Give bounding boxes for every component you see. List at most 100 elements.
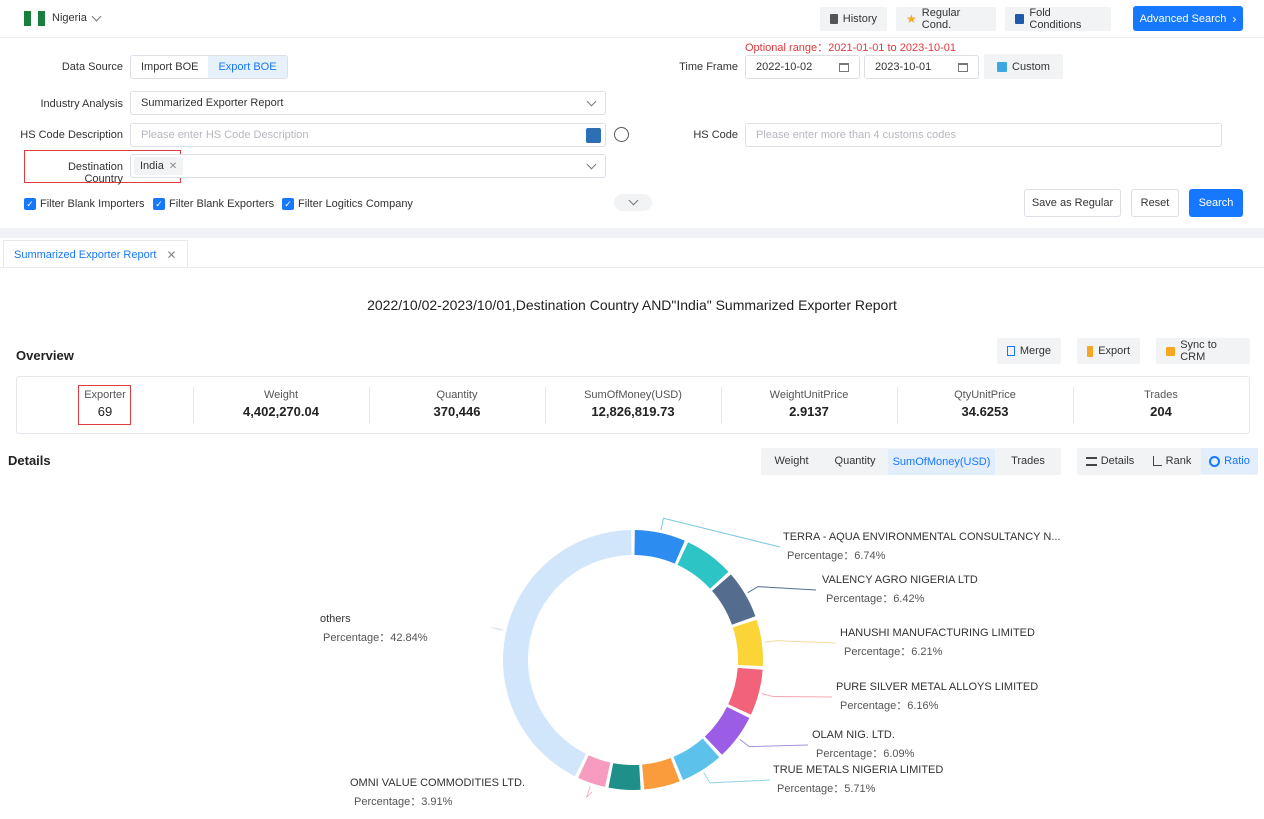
filter-blank-importers-checkbox[interactable]: ✓ Filter Blank Importers [24, 198, 145, 210]
divider [1073, 387, 1074, 423]
merge-icon [1007, 346, 1015, 356]
translate-icon[interactable] [586, 127, 601, 143]
expand-toggle[interactable] [614, 194, 652, 211]
donut-slice[interactable] [704, 706, 750, 755]
slice-label: TRUE METALS NIGERIA LIMITED [773, 764, 943, 776]
hs-lookup-icon[interactable] [614, 127, 629, 142]
date-to-input[interactable]: 2023-10-01 [864, 55, 979, 79]
reset-button[interactable]: Reset [1131, 189, 1179, 217]
donut-slice[interactable] [728, 667, 763, 715]
filter-blank-exporters-checkbox[interactable]: ✓ Filter Blank Exporters [153, 198, 274, 210]
hs-code-description-input[interactable]: Please enter HS Code Description [130, 123, 606, 147]
donut-slice[interactable] [608, 763, 641, 791]
export-boe-option[interactable]: Export BOE [208, 56, 287, 78]
checkbox-check-icon: ✓ [24, 198, 36, 210]
donut-slice[interactable] [732, 619, 763, 667]
merge-button[interactable]: Merge [997, 338, 1061, 364]
divider [897, 387, 898, 423]
slice-percentage: Percentage：42.84% [323, 632, 428, 644]
table-icon [1085, 456, 1097, 466]
star-icon: ★ [906, 12, 917, 26]
label-leader-line [586, 785, 593, 798]
slice-label: OMNI VALUE COMMODITIES LTD. [350, 777, 525, 789]
label-leader-line [761, 693, 833, 698]
advanced-search-button[interactable]: Advanced Search › [1133, 6, 1243, 31]
custom-range-button[interactable]: Custom [984, 54, 1063, 79]
tab-details[interactable]: Details [1077, 448, 1143, 474]
destination-tag: India ✕ [134, 157, 184, 175]
industry-analysis-label: Industry Analysis [40, 98, 123, 110]
fold-conditions-button[interactable]: Fold Conditions [1005, 7, 1111, 31]
slice-label: VALENCY AGRO NIGERIA LTD [822, 574, 978, 586]
donut-slice[interactable] [712, 574, 756, 625]
donut-slice[interactable] [642, 758, 680, 790]
hs-code-input[interactable]: Please enter more than 4 customs codes [745, 123, 1222, 147]
filter-logistics-company-label: Filter Logitics Company [298, 198, 413, 210]
country-selector[interactable]: Nigeria [52, 11, 102, 24]
optional-range-note: Optional range：2021-01-01 to 2023-10-01 [745, 42, 956, 54]
view-tabs: Details Rank Ratio [1077, 448, 1258, 475]
details-title: Details [8, 453, 51, 468]
hs-code-label: HS Code [693, 129, 738, 141]
calendar-icon [839, 62, 849, 72]
tab-sum-of-money[interactable]: SumOfMoney(USD) [888, 449, 995, 475]
stat-label: SumOfMoney(USD) [584, 389, 682, 401]
regular-cond-button[interactable]: ★ Regular Cond. [896, 7, 996, 31]
export-icon [1087, 345, 1094, 357]
filter-logistics-company-checkbox[interactable]: ✓ Filter Logitics Company [282, 198, 413, 210]
import-boe-option[interactable]: Import BOE [141, 61, 199, 73]
donut-slice[interactable] [578, 755, 611, 787]
stat-value: 34.6253 [961, 404, 1009, 419]
tab-rank-label: Rank [1165, 455, 1192, 467]
tab-quantity[interactable]: Quantity [834, 455, 876, 467]
donut-slice[interactable] [503, 530, 632, 777]
date-from-value: 2022-10-02 [756, 61, 813, 73]
tab-ratio[interactable]: Ratio [1201, 448, 1258, 474]
label-leader-line [491, 627, 504, 631]
hs-code-description-label: HS Code Description [20, 129, 123, 141]
slice-label: HANUSHI MANUFACTURING LIMITED [840, 627, 1035, 639]
history-button[interactable]: History [820, 7, 887, 31]
stat-value: 204 [1150, 404, 1172, 419]
overview-title: Overview [16, 348, 74, 363]
tab-summarized-exporter-report[interactable]: Summarized Exporter Report ✕ [3, 240, 188, 268]
slice-label: TERRA - AQUA ENVIRONMENTAL CONSULTANCY N… [783, 531, 1061, 543]
tab-label: Summarized Exporter Report [14, 248, 157, 261]
slice-percentage: Percentage：5.71% [777, 783, 876, 795]
slice-label: others [320, 613, 351, 625]
tab-trades[interactable]: Trades [1011, 455, 1045, 467]
industry-analysis-select[interactable]: Summarized Exporter Report [130, 91, 606, 115]
tab-rank[interactable]: Rank [1143, 448, 1201, 474]
custom-range-label: Custom [1012, 60, 1050, 73]
destination-tag-label: India [140, 160, 164, 172]
donut-slice[interactable] [673, 738, 720, 780]
tab-ratio-label: Ratio [1224, 455, 1250, 467]
report-panel [0, 238, 1264, 819]
data-source-toggle: Import BOE Export BOE [130, 55, 288, 79]
slice-percentage: Percentage：6.21% [844, 646, 943, 658]
close-icon[interactable]: ✕ [168, 160, 178, 172]
date-from-input[interactable]: 2022-10-02 [745, 55, 860, 79]
report-title: 2022/10/02-2023/10/01,Destination Countr… [367, 297, 897, 313]
save-as-regular-button[interactable]: Save as Regular [1024, 189, 1121, 217]
regular-cond-label: Regular Cond. [921, 7, 961, 31]
sync-to-crm-button[interactable]: Sync to CRM [1156, 338, 1250, 364]
destination-country-select[interactable]: India ✕ [130, 154, 606, 178]
donut-slice[interactable] [677, 542, 729, 589]
close-icon[interactable]: ✕ [166, 247, 177, 262]
export-button[interactable]: Export [1077, 338, 1140, 364]
export-label: Export [1098, 345, 1130, 357]
divider [193, 387, 194, 423]
search-button[interactable]: Search [1189, 189, 1243, 217]
tab-details-label: Details [1100, 455, 1135, 467]
history-icon [830, 14, 838, 24]
slice-percentage: Percentage：6.74% [787, 550, 886, 562]
fold-icon [1015, 14, 1025, 24]
stat-label: Trades [1144, 389, 1178, 401]
tab-weight[interactable]: Weight [774, 455, 809, 467]
slice-label: OLAM NIG. LTD. [812, 729, 895, 741]
custom-icon [997, 61, 1008, 72]
checkbox-check-icon: ✓ [153, 198, 165, 210]
donut-slice[interactable] [634, 530, 685, 564]
